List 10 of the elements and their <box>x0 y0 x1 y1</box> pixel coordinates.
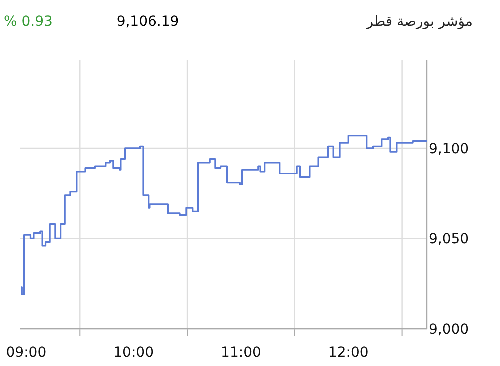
y-tick-label: 9,050 <box>429 232 470 248</box>
x-tick-label: 12:00 <box>328 345 369 361</box>
text: 9,106.19 <box>116 14 180 30</box>
y-tick-label: 9,100 <box>429 141 470 158</box>
text: % 0.93 <box>4 14 53 30</box>
x-tick-label: 10:00 <box>114 345 154 361</box>
chart-title: مؤشر بورصة قطر <box>366 14 473 30</box>
x-tick-label: 09:00 <box>6 345 47 361</box>
x-tick-label: 11:00 <box>221 345 262 361</box>
y-tick-label: 9,000 <box>429 322 470 338</box>
